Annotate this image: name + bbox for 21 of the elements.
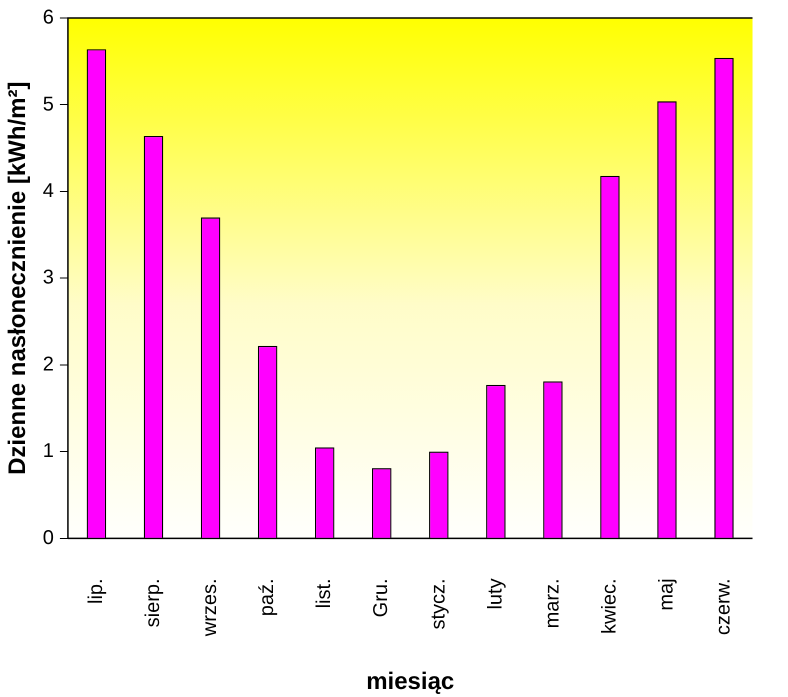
- x-tick-label: lip.: [84, 578, 107, 604]
- y-axis-title: Dzienne nasłonecznienie [kWh/m²]: [4, 82, 32, 475]
- x-tick-label: kwiec.: [598, 578, 620, 634]
- x-tick-label: luty: [484, 578, 506, 610]
- x-tick-label: wrzes.: [199, 578, 222, 638]
- x-tick-label: marz.: [541, 578, 564, 628]
- x-tick-label: maj: [655, 578, 678, 611]
- y-tick-label: 1: [42, 440, 54, 462]
- x-tick-label: Gru.: [370, 578, 392, 618]
- x-tick-label: stycz.: [427, 578, 450, 630]
- y-tick-label: 4: [42, 180, 54, 202]
- y-tick-label: 2: [42, 353, 54, 376]
- x-tick-label: list.: [313, 578, 336, 608]
- x-tick-label: paź.: [256, 578, 278, 616]
- y-tick-label: 0: [42, 526, 54, 549]
- y-tick-label: 5: [42, 93, 54, 116]
- y-tick-label: 3: [42, 266, 54, 289]
- x-axis-title: miesiąc: [366, 668, 454, 696]
- y-tick-label: 6: [42, 6, 54, 29]
- x-tick-label: czerw.: [712, 578, 735, 636]
- x-tick-label: sierp.: [142, 578, 164, 628]
